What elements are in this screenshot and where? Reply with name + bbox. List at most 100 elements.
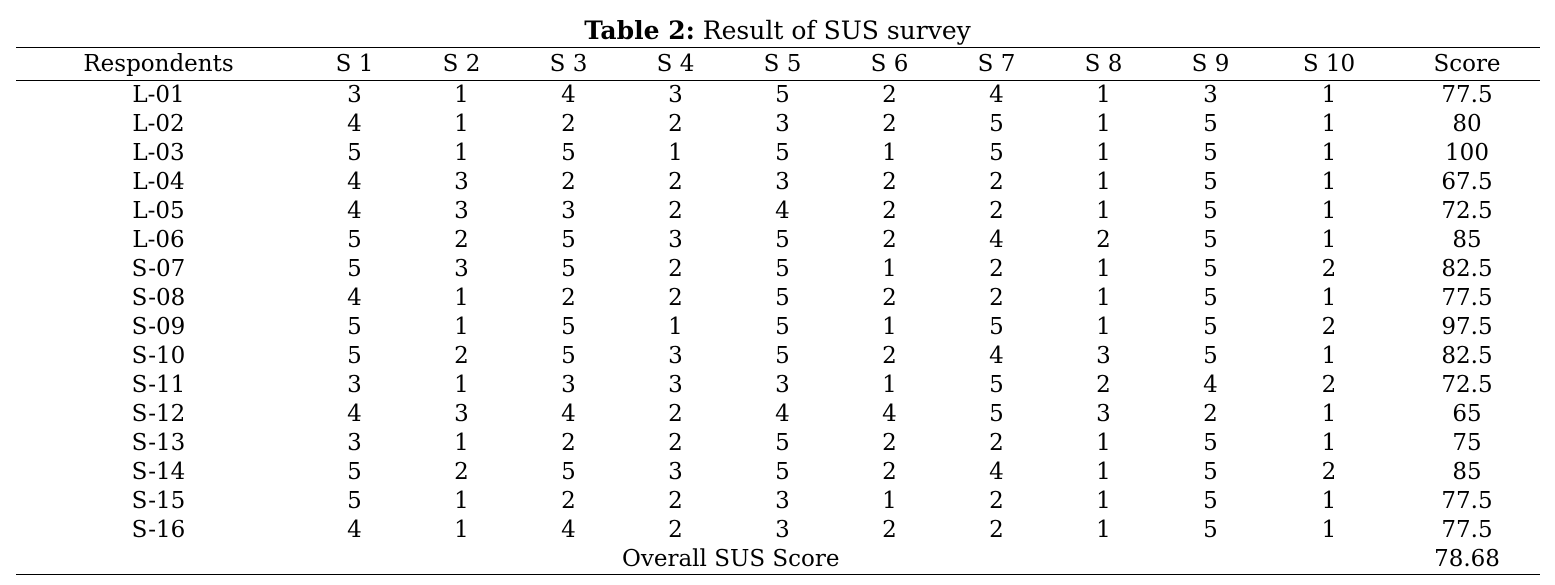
header-s5: S 5 [729, 47, 836, 81]
statement-cell: 5 [347, 314, 362, 340]
statement-cell: 1 [1321, 430, 1337, 456]
statement-cell: 5 [347, 459, 362, 485]
empty-cell [1050, 545, 1157, 575]
score-cell: 82.5 [1441, 256, 1493, 282]
statement-cell: 2 [561, 285, 576, 311]
statement-cell: 2 [561, 488, 576, 514]
statement-cell: 2 [1203, 401, 1218, 427]
statement-cell: 2 [882, 343, 897, 369]
respondent-cell: L-03 [132, 140, 185, 166]
respondent-cell: S-15 [131, 488, 186, 514]
statement-cell: 5 [775, 285, 790, 311]
statement-cell: 5 [347, 227, 362, 253]
statement-cell: 2 [989, 256, 1004, 282]
statement-cell: 4 [347, 111, 362, 137]
statement-cell: 5 [775, 82, 790, 108]
statement-cell: 4 [989, 227, 1004, 253]
statement-cell: 3 [668, 343, 683, 369]
statement-cell: 5 [1203, 169, 1218, 195]
statement-cell: 3 [668, 459, 683, 485]
statement-cell: 2 [882, 198, 897, 224]
respondent-cell: L-02 [132, 111, 185, 137]
score-cell: 77.5 [1441, 285, 1493, 311]
statement-cell: 2 [561, 111, 576, 137]
statement-cell: 5 [1203, 285, 1218, 311]
statement-cell: 2 [989, 488, 1004, 514]
statement-cell: 1 [1321, 227, 1337, 253]
table-row: S-07 5 3 5 2 5 1 2 1 5 2 82.5 [16, 255, 1540, 284]
table-row: L-02 4 1 2 2 3 2 5 1 5 1 80 [16, 110, 1540, 139]
statement-cell: 4 [561, 517, 576, 543]
statement-cell: 2 [454, 459, 469, 485]
score-cell: 77.5 [1441, 82, 1493, 108]
statement-cell: 2 [989, 517, 1004, 543]
statement-cell: 3 [775, 372, 790, 398]
header-s3: S 3 [515, 47, 622, 81]
statement-cell: 5 [561, 227, 576, 253]
header-s1: S 1 [301, 47, 408, 81]
empty-cell [408, 545, 515, 575]
statement-cell: 1 [1096, 111, 1111, 137]
statement-cell: 2 [668, 198, 683, 224]
statement-cell: 2 [561, 430, 576, 456]
statement-cell: 1 [882, 488, 897, 514]
table-row: S-16 4 1 4 2 3 2 2 1 5 1 77.5 [16, 516, 1540, 545]
empty-cell [836, 545, 943, 575]
statement-cell: 2 [882, 111, 897, 137]
statement-cell: 4 [561, 82, 576, 108]
table-row: L-03 5 1 5 1 5 1 5 1 5 1 100 [16, 139, 1540, 168]
score-cell: 82.5 [1441, 343, 1493, 369]
table-row: S-11 3 1 3 3 3 1 5 2 4 2 72.5 [16, 371, 1540, 400]
statement-cell: 4 [347, 198, 362, 224]
statement-cell: 3 [1096, 343, 1111, 369]
respondent-cell: S-12 [131, 401, 186, 427]
statement-cell: 1 [1096, 430, 1111, 456]
statement-cell: 5 [989, 140, 1004, 166]
statement-cell: 2 [668, 256, 683, 282]
statement-cell: 1 [1096, 82, 1111, 108]
statement-cell: 1 [1321, 517, 1337, 543]
table-row: S-09 5 1 5 1 5 1 5 1 5 2 97.5 [16, 313, 1540, 342]
statement-cell: 1 [1096, 459, 1111, 485]
statement-cell: 2 [1096, 227, 1111, 253]
statement-cell: 1 [882, 256, 897, 282]
statement-cell: 2 [668, 517, 683, 543]
statement-cell: 5 [1203, 488, 1218, 514]
header-respondents: Respondents [16, 47, 301, 81]
header-s6: S 6 [836, 47, 943, 81]
statement-cell: 5 [1203, 314, 1218, 340]
score-cell: 72.5 [1441, 198, 1493, 224]
statement-cell: 5 [1203, 111, 1218, 137]
statement-cell: 1 [1321, 82, 1337, 108]
table-row: S-08 4 1 2 2 5 2 2 1 5 1 77.5 [16, 284, 1540, 313]
statement-cell: 3 [668, 82, 683, 108]
header-row: Respondents S 1 S 2 S 3 S 4 S 5 S 6 S 7 … [16, 47, 1540, 81]
statement-cell: 3 [454, 169, 469, 195]
statement-cell: 2 [882, 430, 897, 456]
statement-cell: 2 [454, 343, 469, 369]
score-cell: 77.5 [1441, 517, 1493, 543]
empty-cell [16, 545, 301, 575]
statement-cell: 1 [1321, 285, 1337, 311]
statement-cell: 2 [1321, 314, 1337, 340]
overall-score-row: Overall SUS Score 78.68 [16, 545, 1540, 575]
respondent-cell: L-04 [132, 169, 185, 195]
respondent-cell: S-14 [131, 459, 186, 485]
statement-cell: 5 [1203, 343, 1218, 369]
statement-cell: 1 [1096, 198, 1111, 224]
statement-cell: 3 [454, 256, 469, 282]
statement-cell: 1 [454, 430, 469, 456]
respondent-cell: S-13 [131, 430, 186, 456]
statement-cell: 5 [775, 227, 790, 253]
statement-cell: 2 [454, 227, 469, 253]
statement-cell: 2 [668, 488, 683, 514]
statement-cell: 5 [1203, 227, 1218, 253]
statement-cell: 5 [1203, 140, 1218, 166]
score-cell: 85 [1452, 227, 1482, 253]
statement-cell: 5 [989, 401, 1004, 427]
empty-cell [729, 545, 836, 575]
empty-cell [301, 545, 408, 575]
table-row: L-06 5 2 5 3 5 2 4 2 5 1 85 [16, 226, 1540, 255]
statement-cell: 2 [668, 401, 683, 427]
statement-cell: 2 [1096, 372, 1111, 398]
